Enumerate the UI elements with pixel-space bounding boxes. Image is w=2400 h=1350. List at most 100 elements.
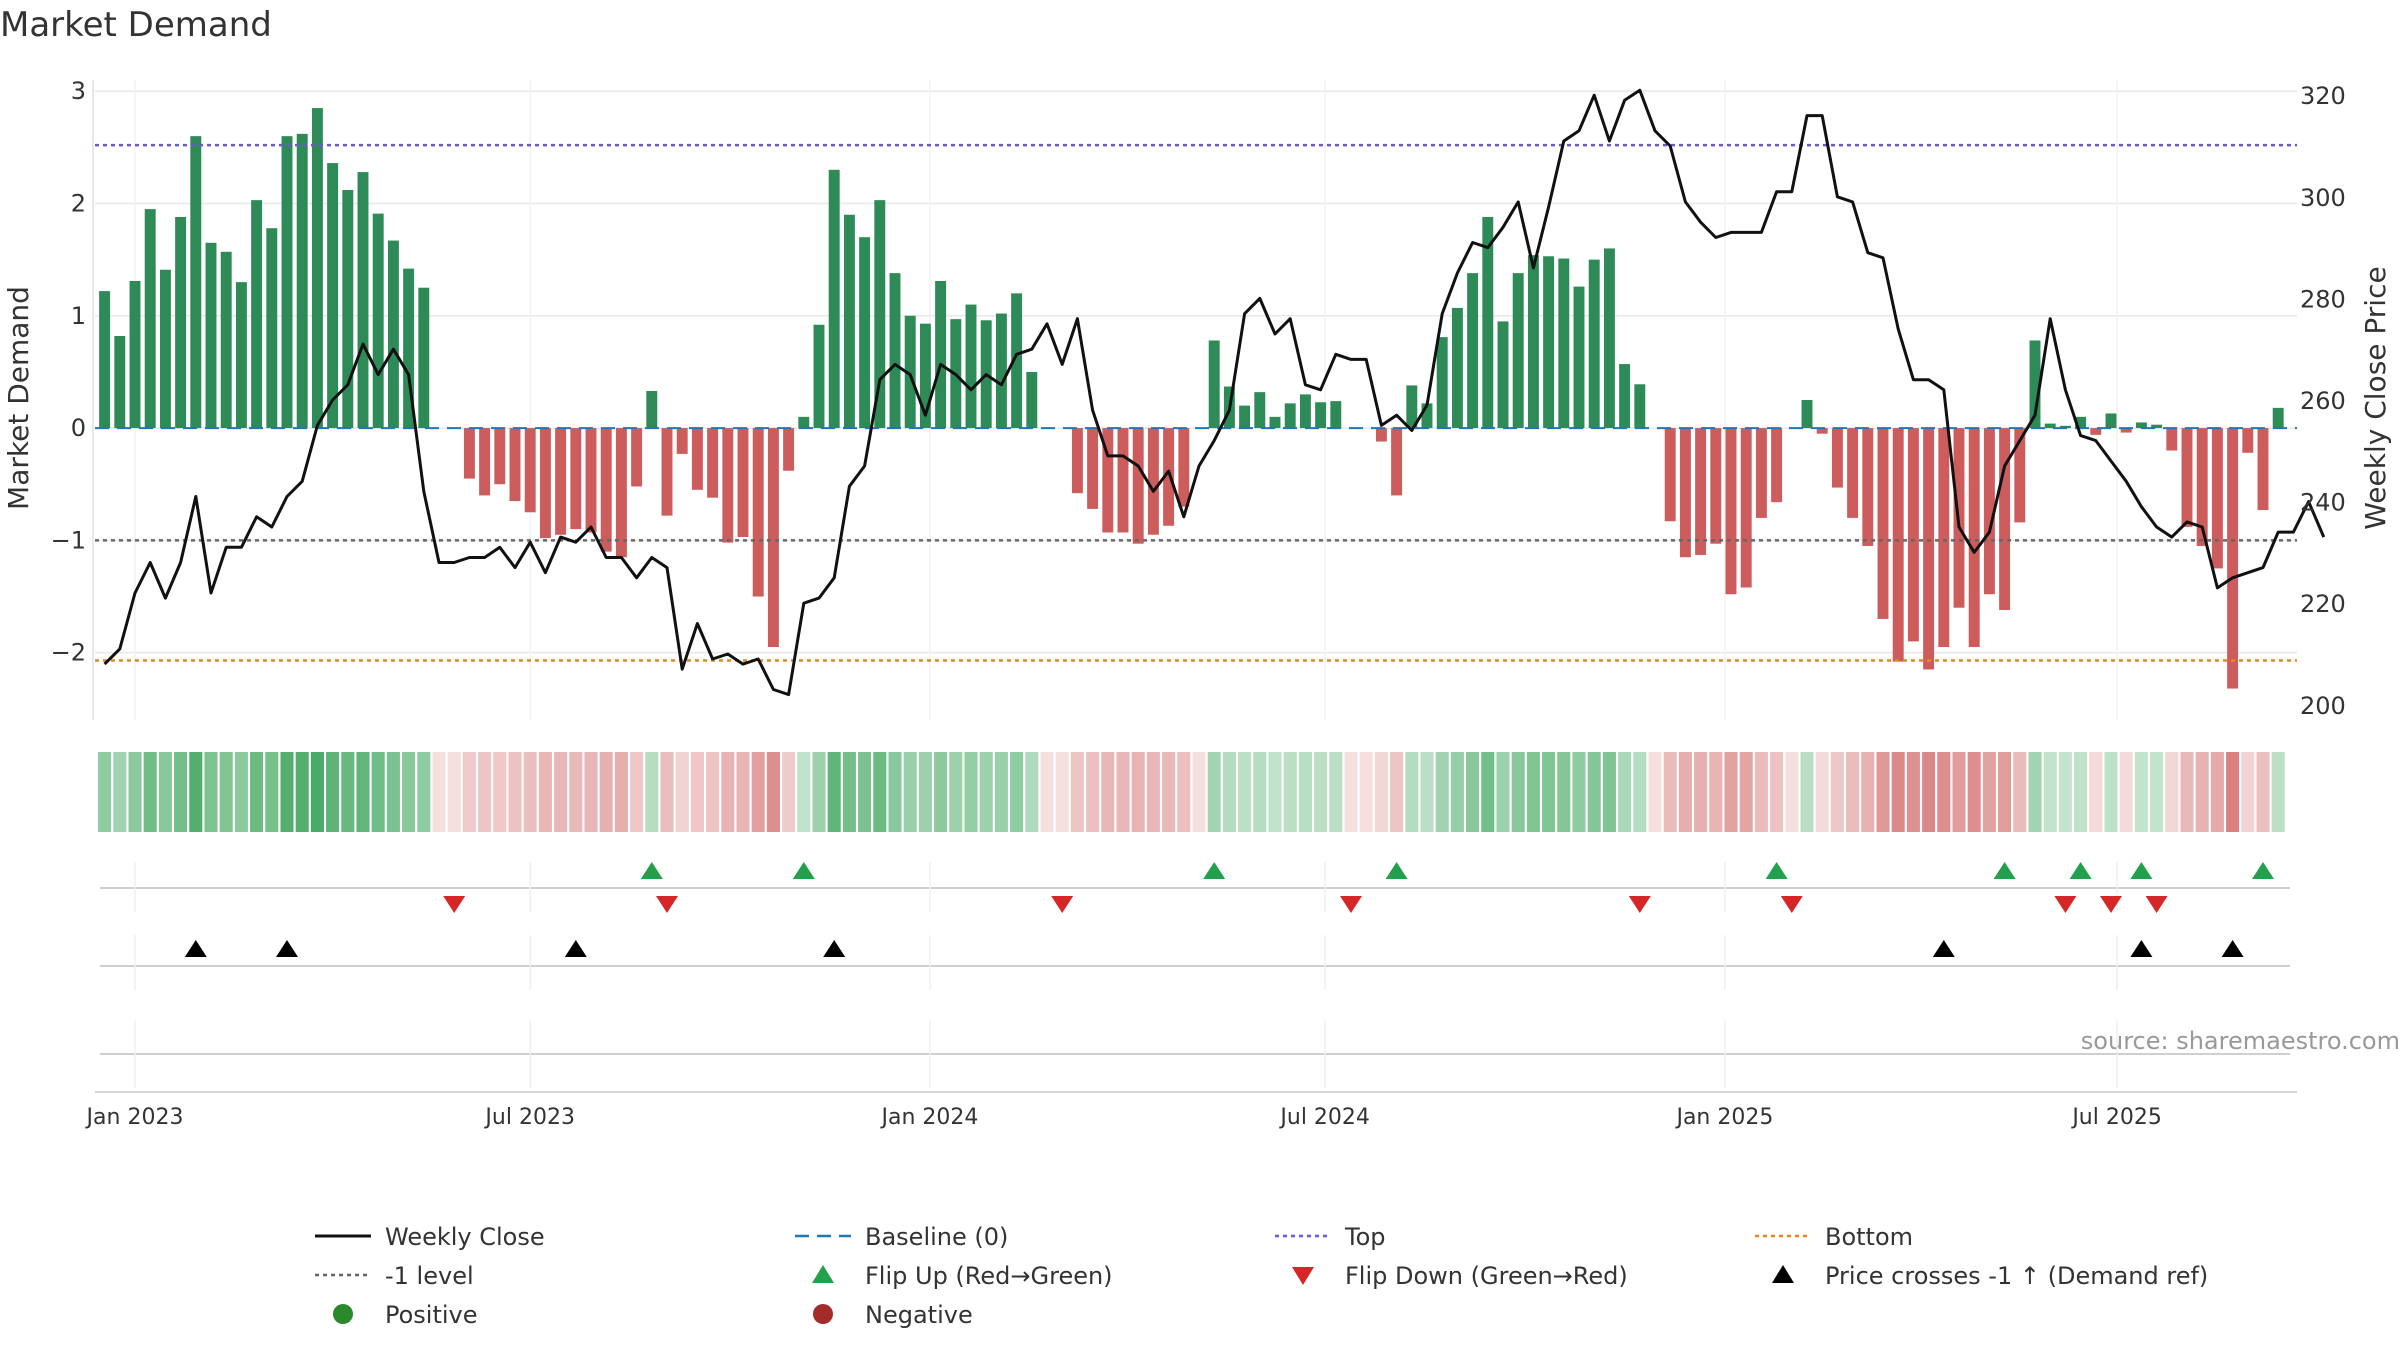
flip-up-marker [1203, 862, 1226, 879]
demand-bar [220, 251, 232, 429]
demand-strip-cell [1359, 752, 1373, 832]
grid-layer [92, 80, 2297, 720]
demand-strip-cell [706, 752, 720, 832]
demand-bar [813, 324, 825, 429]
demand-strip-cell [402, 752, 416, 832]
demand-bar [2014, 428, 2026, 523]
demand-strip-cell [1861, 752, 1875, 832]
legend-symbol-circle [333, 1304, 353, 1324]
demand-bar [600, 428, 612, 552]
demand-bar [2272, 407, 2284, 429]
y-tick-right-label: 220 [2300, 590, 2346, 618]
flip-up-marker [792, 862, 815, 879]
demand-strip-cell [599, 752, 613, 832]
source-credit: source: sharemaestro.com [2081, 1027, 2400, 1055]
demand-bar [859, 237, 871, 429]
demand-bar [1527, 255, 1539, 429]
demand-strip-cell [508, 752, 522, 832]
demand-bar [524, 428, 536, 513]
demand-bar [2242, 428, 2254, 453]
demand-bar [1208, 340, 1220, 429]
demand-strip-cell [660, 752, 674, 832]
demand-strip-cell [858, 752, 872, 832]
demand-bar [1087, 428, 1099, 509]
demand-strip-cell [1146, 752, 1160, 832]
demand-bar [418, 287, 430, 429]
demand-strip-cell [1906, 752, 1920, 832]
demand-bar [661, 428, 673, 516]
price-cross-marker [2130, 940, 2153, 957]
demand-strip-cell [265, 752, 279, 832]
demand-strip-cell [1511, 752, 1525, 832]
flip-down-marker [656, 896, 678, 913]
demand-bar [2181, 428, 2193, 527]
legend-label: Flip Down (Green→Red) [1345, 1262, 1628, 1290]
x-tick-label: Jul 2024 [1278, 1105, 1370, 1130]
demand-strip-cell [1830, 752, 1844, 832]
demand-strip-cell [1602, 752, 1616, 832]
y-axis-right-label: Weekly Close Price [2359, 266, 2392, 529]
demand-strip-cell [1526, 752, 1540, 832]
demand-bar [1102, 428, 1114, 533]
demand-heat-strip [98, 752, 2285, 832]
demand-strip-cell [538, 752, 552, 832]
weekly-close-line [103, 88, 2326, 697]
demand-bar [1558, 258, 1570, 429]
demand-bar [631, 428, 643, 487]
demand-strip-cell [2180, 752, 2194, 832]
y-tick-right-label: 240 [2300, 489, 2346, 517]
demand-bar [1999, 428, 2011, 610]
demand-bar [1619, 364, 1631, 429]
price-cross-marker [184, 940, 207, 957]
demand-bar [737, 428, 749, 537]
demand-strip-cell [964, 752, 978, 832]
demand-bar [707, 428, 719, 498]
demand-strip-cell [1846, 752, 1860, 832]
demand-strip-cell [1466, 752, 1480, 832]
y-tick-right-label: 260 [2300, 387, 2346, 415]
legend-label: Weekly Close [385, 1223, 545, 1251]
demand-strip-cell [1967, 752, 1981, 832]
demand-bar [1771, 428, 1783, 503]
x-tick-label: Jan 2023 [85, 1105, 184, 1130]
demand-bar [843, 214, 855, 429]
demand-strip-cell [1785, 752, 1799, 832]
flip-down-marker [1628, 896, 1651, 913]
demand-bar [479, 428, 491, 496]
demand-strip-cell [2104, 752, 2118, 832]
demand-bar [1315, 402, 1327, 429]
demand-strip-cell [1481, 752, 1495, 832]
demand-strip-cell [1435, 752, 1449, 832]
demand-strip-cell [2013, 752, 2027, 832]
demand-strip-cell [1876, 752, 1890, 832]
level-lines [95, 143, 2297, 662]
demand-bar [1117, 428, 1129, 533]
demand-strip-cell [2134, 752, 2148, 832]
y-tick-left-label: 3 [71, 77, 86, 105]
demand-bar [1847, 428, 1859, 518]
demand-bar [387, 240, 399, 429]
demand-strip-cell [827, 752, 841, 832]
demand-strip-cell [994, 752, 1008, 832]
demand-bar [2105, 413, 2117, 429]
demand-bar [235, 282, 247, 429]
demand-bar [2196, 428, 2208, 546]
demand-bar [190, 136, 202, 429]
demand-strip-cell [1815, 752, 1829, 832]
demand-strip-cell [2210, 752, 2224, 832]
demand-strip-cell [1891, 752, 1905, 832]
legend-label: Baseline (0) [865, 1223, 1008, 1251]
y-tick-right-label: 320 [2300, 82, 2346, 110]
demand-strip-cell [2043, 752, 2057, 832]
demand-strip-cell [1542, 752, 1556, 832]
legend: Weekly Close Baseline (0) Top Bottom -1 leve… [315, 1223, 2208, 1329]
demand-strip-cell [1922, 752, 1936, 832]
demand-strip-cell [143, 752, 157, 832]
demand-bar [129, 280, 141, 429]
demand-bar [1497, 321, 1509, 429]
demand-bar [1451, 307, 1463, 429]
demand-strip-cell [1162, 752, 1176, 832]
chart-title: Market Demand [0, 5, 272, 45]
demand-bar [1634, 384, 1646, 429]
demand-strip-cell [1374, 752, 1388, 832]
